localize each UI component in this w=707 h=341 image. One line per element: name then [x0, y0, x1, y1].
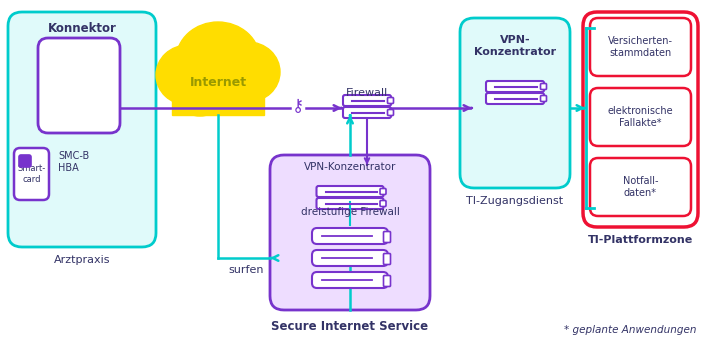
Text: * geplante Anwendungen: * geplante Anwendungen: [563, 325, 696, 335]
Text: Smart-
card: Smart- card: [18, 164, 46, 184]
FancyBboxPatch shape: [590, 18, 691, 76]
Ellipse shape: [208, 62, 264, 114]
Ellipse shape: [216, 42, 280, 102]
Ellipse shape: [176, 22, 260, 98]
FancyBboxPatch shape: [590, 158, 691, 216]
Text: VPN-Konzentrator: VPN-Konzentrator: [304, 162, 396, 172]
Text: TI-Zugangsdienst: TI-Zugangsdienst: [467, 196, 563, 206]
FancyBboxPatch shape: [270, 155, 430, 310]
FancyBboxPatch shape: [312, 228, 388, 244]
Text: dreistufige Firewall: dreistufige Firewall: [300, 207, 399, 217]
Text: Versicherten-
stammdaten: Versicherten- stammdaten: [608, 36, 673, 58]
FancyBboxPatch shape: [383, 232, 390, 242]
Text: Arztpraxis: Arztpraxis: [54, 255, 110, 265]
Text: Notfall-
daten*: Notfall- daten*: [623, 176, 658, 198]
Text: ⚷: ⚷: [292, 97, 304, 115]
Text: Internet: Internet: [189, 75, 247, 89]
FancyBboxPatch shape: [387, 109, 394, 116]
Text: Firewall: Firewall: [346, 88, 388, 98]
FancyBboxPatch shape: [540, 95, 547, 102]
FancyBboxPatch shape: [38, 38, 120, 133]
FancyBboxPatch shape: [343, 107, 391, 118]
FancyBboxPatch shape: [486, 81, 544, 92]
Text: VPN-
Konzentrator: VPN- Konzentrator: [474, 35, 556, 57]
FancyBboxPatch shape: [387, 98, 394, 104]
FancyBboxPatch shape: [540, 84, 547, 89]
FancyBboxPatch shape: [14, 148, 49, 200]
FancyBboxPatch shape: [583, 12, 698, 227]
FancyBboxPatch shape: [312, 250, 388, 266]
FancyBboxPatch shape: [343, 95, 391, 106]
Text: Secure Internet Service: Secure Internet Service: [271, 320, 428, 333]
FancyBboxPatch shape: [317, 186, 383, 197]
FancyBboxPatch shape: [486, 93, 544, 104]
FancyBboxPatch shape: [460, 18, 570, 188]
Text: elektronische
Fallakte*: elektronische Fallakte*: [608, 106, 673, 128]
Ellipse shape: [172, 64, 228, 116]
Text: surfen: surfen: [228, 265, 264, 275]
FancyBboxPatch shape: [590, 88, 691, 146]
FancyBboxPatch shape: [380, 201, 386, 207]
Text: TI-Plattformzone: TI-Plattformzone: [588, 235, 693, 245]
Text: SMC-B
HBA: SMC-B HBA: [58, 151, 89, 173]
FancyBboxPatch shape: [383, 276, 390, 286]
FancyBboxPatch shape: [312, 272, 388, 288]
FancyBboxPatch shape: [8, 12, 156, 247]
FancyBboxPatch shape: [380, 189, 386, 194]
FancyBboxPatch shape: [383, 253, 390, 265]
FancyBboxPatch shape: [19, 155, 31, 167]
Ellipse shape: [156, 45, 220, 105]
FancyBboxPatch shape: [317, 198, 383, 209]
Text: Konnektor: Konnektor: [47, 22, 117, 35]
Bar: [172, 75, 264, 115]
